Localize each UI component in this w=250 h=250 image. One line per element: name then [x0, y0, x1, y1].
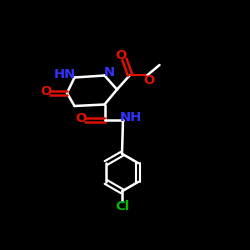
Text: NH: NH: [120, 111, 142, 124]
Text: O: O: [143, 74, 154, 87]
Text: N: N: [104, 66, 115, 79]
Text: O: O: [116, 49, 127, 62]
Text: HN: HN: [54, 68, 76, 82]
Text: O: O: [76, 112, 87, 125]
Text: Cl: Cl: [115, 200, 129, 213]
Text: O: O: [40, 85, 52, 98]
